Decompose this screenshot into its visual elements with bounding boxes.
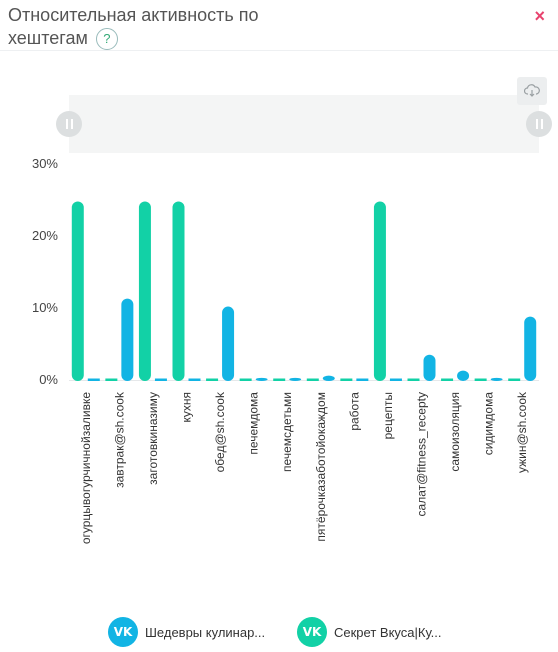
bar-2-7[interactable]: [306, 378, 319, 382]
widget-header: Относительная активность по хештегам? ×: [0, 0, 558, 51]
bar-2-4[interactable]: [206, 378, 219, 382]
bar-1-6[interactable]: [289, 377, 302, 381]
vk-logo-icon: VK: [297, 617, 327, 647]
bar-2-0[interactable]: [71, 201, 84, 381]
bar-1-7[interactable]: [322, 375, 335, 381]
bar-1-11[interactable]: [457, 370, 470, 381]
bar-1-3[interactable]: [188, 378, 201, 382]
navigator-left-handle[interactable]: [56, 111, 82, 137]
bar-2-5[interactable]: [239, 378, 252, 382]
bar-2-1[interactable]: [105, 378, 118, 382]
bar-2-12[interactable]: [474, 378, 487, 382]
bar-1-0[interactable]: [87, 378, 100, 382]
x-tick-label: самоизоляция: [448, 392, 462, 472]
x-tick-label: сидимдома: [482, 392, 496, 456]
close-icon[interactable]: ×: [534, 6, 545, 26]
header-divider: [0, 50, 558, 51]
bar-2-8[interactable]: [340, 378, 353, 382]
bar-1-2[interactable]: [154, 378, 167, 382]
legend-label: Секрет Вкуса|Ку...: [334, 624, 442, 640]
x-tick-label: печемдома: [247, 392, 261, 455]
widget-title-text: Относительная активность по хештегам: [8, 5, 259, 48]
x-tick-label: кухня: [180, 392, 194, 423]
cloud-download-icon: [524, 84, 540, 97]
widget-title: Относительная активность по хештегам?: [8, 4, 308, 51]
bar-2-2[interactable]: [138, 201, 151, 381]
chart-navigator[interactable]: [69, 95, 539, 153]
x-tick-label: пятёрочказаботойокаждом: [314, 392, 328, 542]
bar-chart: 0% 10% 20% 30% огурцывогурчичнойзаливке завтр…: [32, 156, 539, 545]
legend-item-series-2[interactable]: VK Секрет Вкуса|Ку...: [297, 617, 441, 647]
bar-2-11[interactable]: [441, 378, 454, 382]
bar-1-5[interactable]: [255, 377, 268, 381]
y-tick-label: 20%: [32, 228, 58, 243]
bar-1-10[interactable]: [423, 354, 436, 381]
x-tick-label: обед@sh.cook: [213, 391, 227, 472]
bar-1-9[interactable]: [389, 378, 402, 382]
legend-item-series-1[interactable]: VK Шедевры кулинар...: [108, 617, 265, 647]
x-tick-label: работа: [347, 392, 361, 431]
help-icon[interactable]: ?: [95, 28, 118, 51]
x-tick-label: рецепты: [381, 392, 395, 439]
x-tick-label: завтрак@sh.cook: [112, 391, 126, 488]
y-tick-label: 30%: [32, 156, 58, 171]
vk-logo-icon: VK: [108, 617, 138, 647]
chart-legend: VK Шедевры кулинар... VK Секрет Вкуса|Ку…: [0, 613, 558, 651]
y-tick-label: 10%: [32, 300, 58, 315]
y-tick-label: 0%: [39, 372, 58, 387]
x-tick-label: заготовкиназиму: [146, 392, 160, 485]
navigator-right-handle[interactable]: [526, 111, 552, 137]
x-tick-label: печемсдетьми: [280, 392, 294, 472]
bar-2-3[interactable]: [172, 201, 185, 381]
x-tick-label: огурцывогурчичнойзаливке: [79, 392, 93, 545]
x-tick-label: салат@fitness_recepty: [415, 392, 429, 516]
x-tick-label: ужин@sh.cook: [515, 391, 529, 473]
bar-2-6[interactable]: [273, 378, 286, 382]
bar-1-13[interactable]: [524, 316, 537, 381]
legend-label: Шедевры кулинар...: [145, 624, 266, 640]
bar-1-4[interactable]: [222, 306, 235, 381]
download-button[interactable]: [517, 77, 547, 105]
bar-1-12[interactable]: [490, 377, 503, 381]
bar-2-10[interactable]: [407, 378, 420, 382]
bar-1-1[interactable]: [121, 298, 134, 381]
bar-2-13[interactable]: [508, 378, 521, 382]
bar-2-9[interactable]: [373, 201, 386, 381]
bar-1-8[interactable]: [356, 378, 369, 382]
